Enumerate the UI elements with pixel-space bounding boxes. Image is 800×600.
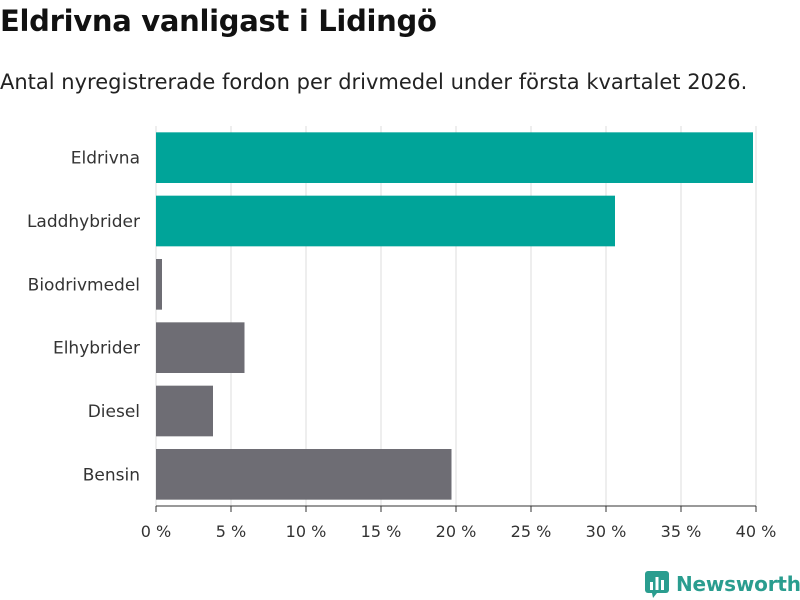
category-label: Laddhybrider	[27, 212, 140, 232]
newsworthy-logo-icon	[645, 571, 669, 598]
chart-title: Eldrivna vanligast i Lidingö	[0, 4, 437, 38]
x-tick-label: 10 %	[286, 522, 327, 541]
bar-laddhybrider	[156, 195, 615, 247]
chart-subtitle: Antal nyregistrerade fordon per drivmede…	[0, 70, 748, 94]
x-tick-label: 20 %	[436, 522, 477, 541]
category-label: Elhybrider	[53, 339, 140, 359]
bar-chart: Eldrivna Laddhybrider Biodrivmedel Elhybrid…	[27, 126, 777, 541]
category-label: Bensin	[83, 465, 140, 485]
bar-biodrivmedel	[156, 259, 162, 310]
category-label: Biodrivmedel	[28, 275, 140, 295]
brand-name: Newsworthy	[676, 572, 800, 596]
x-tick-label: 40 %	[736, 522, 777, 541]
bar-eldrivna	[156, 132, 753, 183]
category-label: Diesel	[88, 402, 140, 422]
x-tick-label: 15 %	[361, 522, 402, 541]
bar-bensin	[156, 449, 452, 500]
x-tick-label: 25 %	[511, 522, 552, 541]
x-tick-label: 5 %	[216, 522, 246, 541]
x-tick-label: 30 %	[586, 522, 627, 541]
bar-diesel	[156, 385, 213, 437]
category-label: Eldrivna	[71, 149, 140, 169]
brand-logo: Newsworthy	[644, 568, 800, 600]
x-tick-label: 35 %	[661, 522, 702, 541]
bar-elhybrider	[156, 322, 245, 373]
x-tick-label: 0 %	[141, 522, 171, 541]
